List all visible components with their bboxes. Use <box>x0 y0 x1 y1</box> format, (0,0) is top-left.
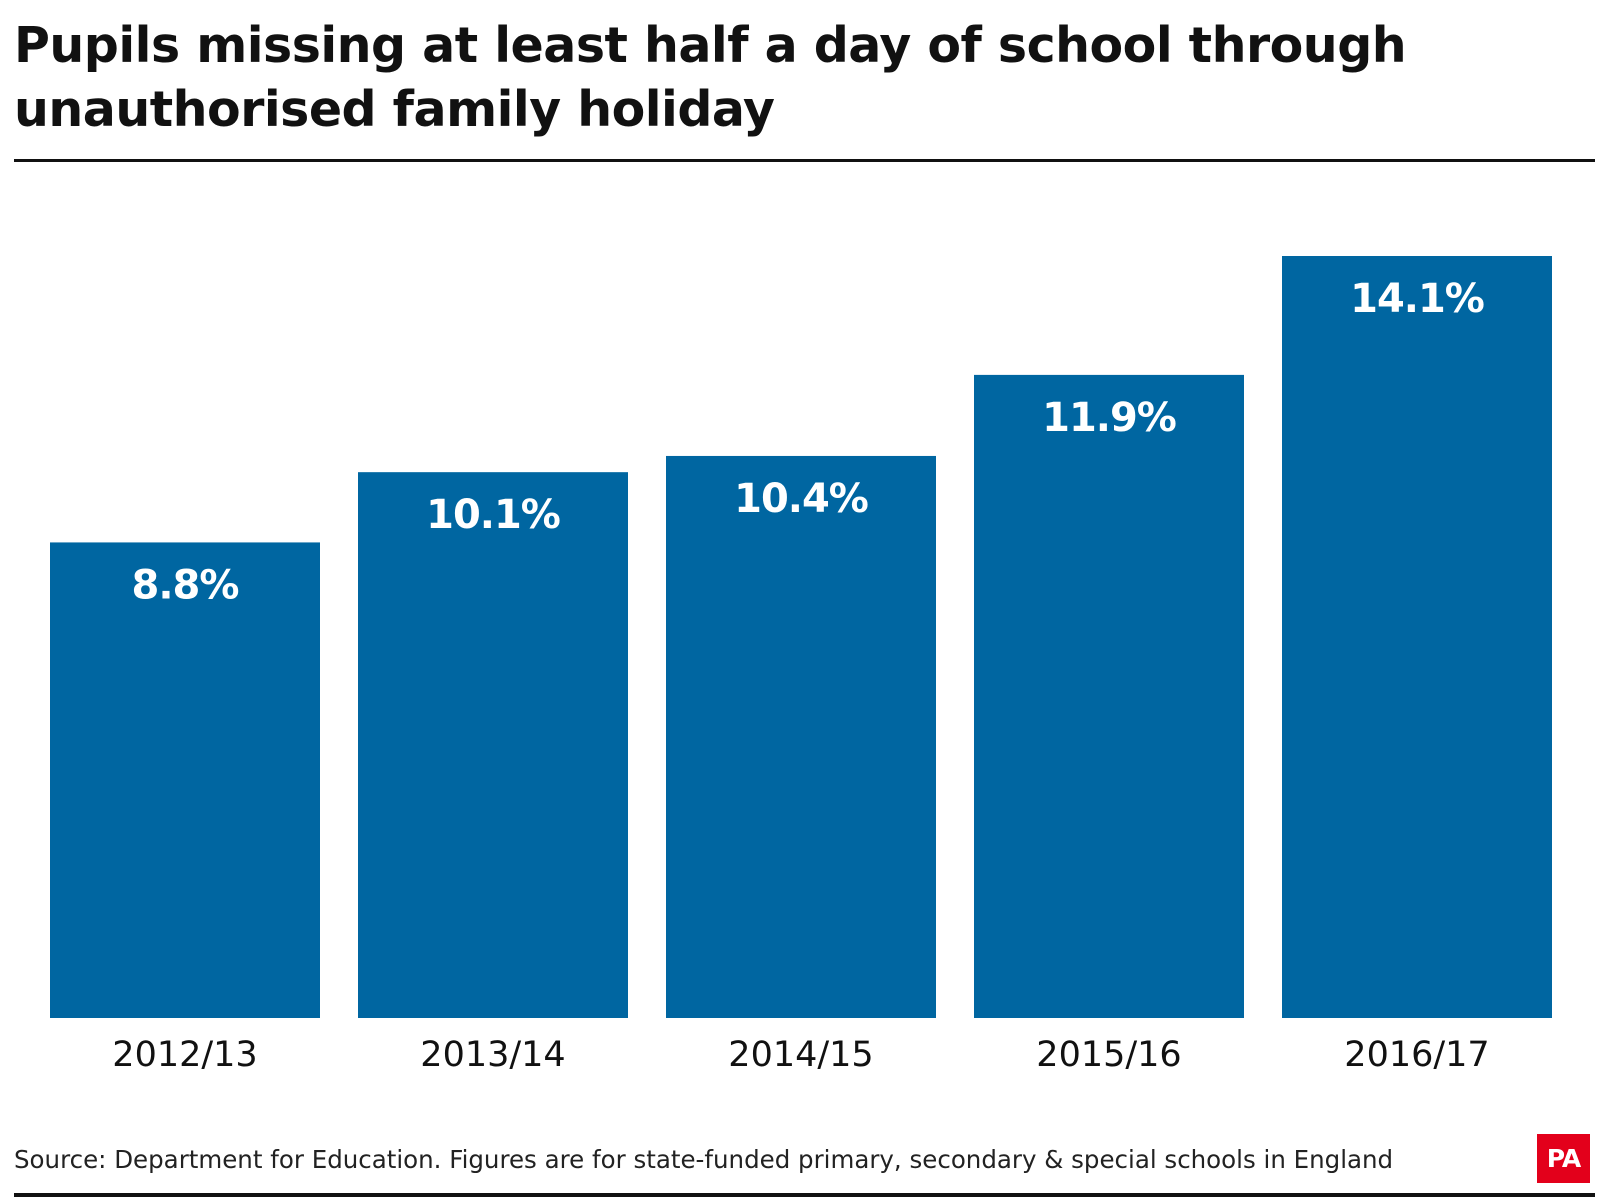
chart-title: Pupils missing at least half a day of sc… <box>14 17 1407 138</box>
value-labels: 8.8% 10.1% 10.4% 11.9% 14.1% <box>132 276 1485 608</box>
source-note: Source: Department for Education. Figure… <box>14 1145 1394 1174</box>
category-labels: 2012/13 2013/14 2014/15 2015/16 2016/17 <box>112 1035 1489 1075</box>
category-label: 2013/14 <box>420 1035 565 1075</box>
bar-2016-17 <box>1282 256 1552 1018</box>
title-divider <box>14 159 1595 162</box>
category-label: 2015/16 <box>1036 1035 1181 1075</box>
category-label: 2016/17 <box>1344 1035 1489 1075</box>
bar-2015-16 <box>974 374 1244 1018</box>
category-label: 2012/13 <box>112 1035 257 1075</box>
value-label: 8.8% <box>132 562 239 608</box>
pa-logo: PA <box>1537 1134 1590 1183</box>
bottom-divider <box>14 1193 1595 1197</box>
value-label: 14.1% <box>1350 276 1484 322</box>
value-label: 10.1% <box>426 492 560 538</box>
value-label: 10.4% <box>734 476 868 522</box>
category-label: 2014/15 <box>728 1035 873 1075</box>
bar-series <box>50 256 1552 1018</box>
bar-chart: 8.8%10.1% 10.4%11.9%14.1% 2012/13 2013/14 2… <box>50 256 1552 1075</box>
bar-2013-14 <box>358 472 628 1018</box>
bar-2012-13 <box>50 542 320 1018</box>
value-label: 11.9% <box>1042 395 1176 441</box>
bar-2014-15 <box>666 455 936 1018</box>
